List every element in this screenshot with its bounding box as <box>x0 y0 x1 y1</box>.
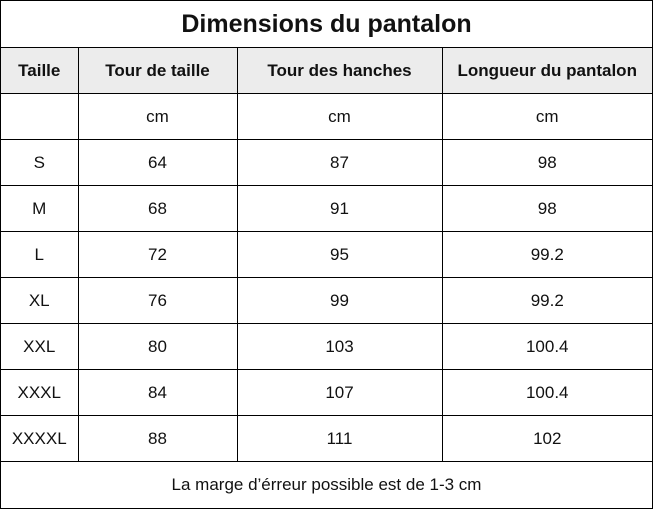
waist-cell: 84 <box>78 369 238 416</box>
hips-cell: 111 <box>237 415 443 462</box>
waist-cell: 88 <box>78 415 238 462</box>
table-row: M 68 91 98 <box>1 185 652 232</box>
unit-cell: cm <box>442 93 652 140</box>
size-cell: XXXL <box>1 369 79 416</box>
size-table: Taille Tour de taille Tour des hanches L… <box>1 48 652 462</box>
length-cell: 102 <box>442 415 652 462</box>
header-hips: Tour des hanches <box>237 48 443 94</box>
waist-cell: 72 <box>78 231 238 278</box>
waist-cell: 68 <box>78 185 238 232</box>
length-cell: 99.2 <box>442 231 652 278</box>
length-cell: 100.4 <box>442 323 652 370</box>
hips-cell: 107 <box>237 369 443 416</box>
chart-title: Dimensions du pantalon <box>1 1 652 48</box>
hips-cell: 99 <box>237 277 443 324</box>
hips-cell: 103 <box>237 323 443 370</box>
size-cell: XL <box>1 277 79 324</box>
size-cell: S <box>1 139 79 186</box>
table-row: XXXL 84 107 100.4 <box>1 369 652 416</box>
unit-cell: cm <box>78 93 238 140</box>
table-row: XL 76 99 99.2 <box>1 277 652 324</box>
waist-cell: 64 <box>78 139 238 186</box>
length-cell: 98 <box>442 185 652 232</box>
length-cell: 100.4 <box>442 369 652 416</box>
unit-cell: cm <box>237 93 443 140</box>
table-row: XXXXL 88 111 102 <box>1 415 652 462</box>
length-cell: 98 <box>442 139 652 186</box>
waist-cell: 76 <box>78 277 238 324</box>
table-row: L 72 95 99.2 <box>1 231 652 278</box>
header-size: Taille <box>1 48 79 94</box>
table-row: S 64 87 98 <box>1 139 652 186</box>
units-row: cm cm cm <box>1 93 652 140</box>
hips-cell: 87 <box>237 139 443 186</box>
hips-cell: 91 <box>237 185 443 232</box>
waist-cell: 80 <box>78 323 238 370</box>
size-cell: XXXXL <box>1 415 79 462</box>
error-margin-note: La marge d’érreur possible est de 1-3 cm <box>171 474 482 494</box>
hips-cell: 95 <box>237 231 443 278</box>
header-length: Longueur du pantalon <box>442 48 652 94</box>
unit-cell <box>1 93 79 140</box>
header-row: Taille Tour de taille Tour des hanches L… <box>1 48 652 94</box>
header-waist: Tour de taille <box>78 48 238 94</box>
length-cell: 99.2 <box>442 277 652 324</box>
table-row: XXL 80 103 100.4 <box>1 323 652 370</box>
size-cell: M <box>1 185 79 232</box>
size-cell: XXL <box>1 323 79 370</box>
size-cell: L <box>1 231 79 278</box>
